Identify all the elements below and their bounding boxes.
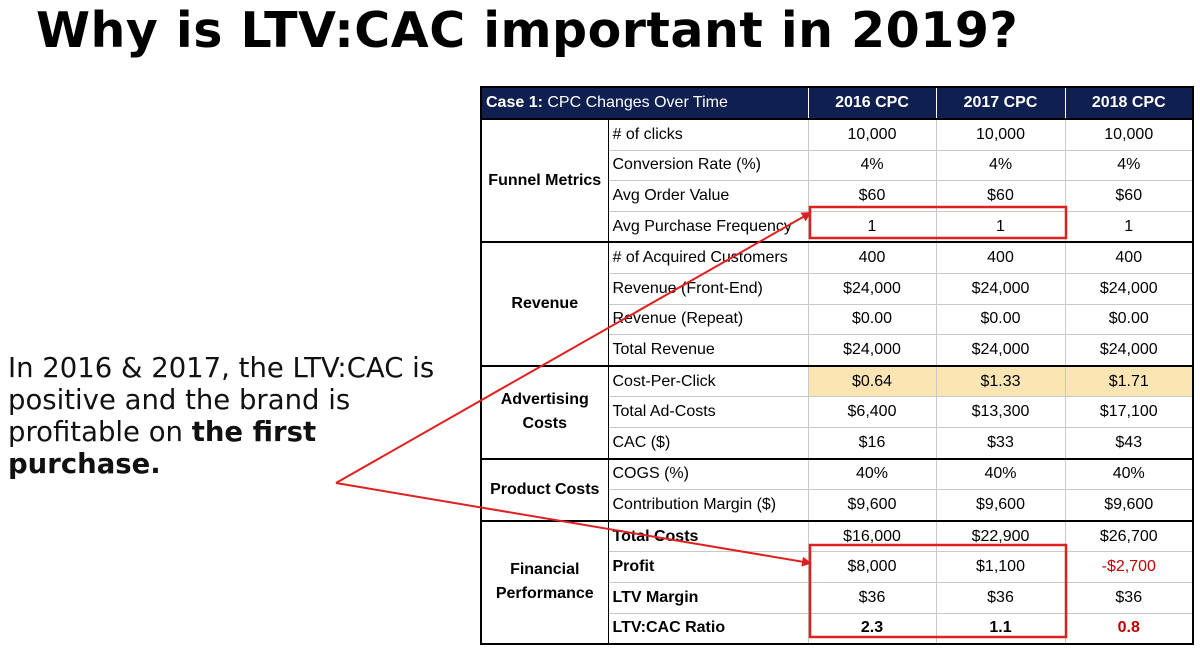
side-note-emphasis: the first purchase. <box>8 416 317 480</box>
value-cell: $0.00 <box>807 303 937 336</box>
table-row: Revenue # of Acquired Customers 400 400 400 <box>480 241 1194 367</box>
cpc-comparison-table: Case 1: CPC Changes Over Time 2016 CPC 2… <box>480 86 1194 646</box>
value-cell: $0.00 <box>1064 303 1194 336</box>
value-cell: $43 <box>1064 426 1194 460</box>
value-cell: $24,000 <box>1064 334 1194 367</box>
value-cell: $22,900 <box>935 519 1066 553</box>
side-note: In 2016 & 2017, the LTV:CAC is positive … <box>8 352 458 480</box>
value-cell: $24,000 <box>807 272 937 305</box>
metric-label: Avg Order Value <box>607 180 809 212</box>
table-row: Avg Order Value $60 $60 $60 <box>481 180 1194 212</box>
value-cell: 1.1 <box>935 612 1066 645</box>
value-cell: 400 <box>935 241 1066 274</box>
value-cell: $8,000 <box>807 551 937 583</box>
value-cell: $9,600 <box>935 489 1066 522</box>
metric-label: Cost-Per-Click <box>607 364 809 398</box>
value-cell: $24,000 <box>807 334 937 367</box>
metric-label: Total Ad-Costs <box>607 396 809 428</box>
case-label: Case 1: <box>486 94 543 111</box>
section-label: Funnel Metrics <box>480 117 609 243</box>
table-row: Funnel Metrics # of clicks 10,000 10,000 10,… <box>480 117 1194 243</box>
table-row: Advertising Costs Cost-Per-Click $0.64 $1.3… <box>480 364 1194 460</box>
value-cell: $6,400 <box>807 396 937 428</box>
table-body: Funnel Metrics # of clicks 10,000 10,000 10,… <box>480 117 1194 645</box>
value-cell: 1 <box>807 210 937 243</box>
value-cell: 2.3 <box>807 612 937 645</box>
value-cell: $1.33 <box>935 364 1066 398</box>
metric-label: Contribution Margin ($) <box>607 489 809 522</box>
value-cell: 1 <box>935 210 1066 243</box>
section-label: Revenue <box>480 241 609 367</box>
metric-label: Avg Purchase Frequency <box>607 210 809 243</box>
value-cell: -$2,700 <box>1064 551 1194 583</box>
metric-label: Revenue (Front-End) <box>607 272 809 305</box>
value-cell: 10,000 <box>807 117 937 151</box>
value-cell: $0.00 <box>935 303 1066 336</box>
value-cell: 10,000 <box>1064 117 1194 151</box>
section-label: Advertising Costs <box>480 364 609 460</box>
value-cell: 0.8 <box>1064 612 1194 645</box>
value-cell: $60 <box>807 180 937 212</box>
value-cell: 4% <box>935 149 1066 182</box>
value-cell: 40% <box>1064 457 1194 491</box>
metric-label: LTV:CAC Ratio <box>607 612 809 645</box>
value-cell: $24,000 <box>935 334 1066 367</box>
value-cell: $33 <box>935 426 1066 460</box>
metric-label: Total Revenue <box>607 334 809 367</box>
slide-title: Why is LTV:CAC important in 2019? <box>36 2 1019 59</box>
column-header: 2017 CPC <box>935 86 1066 120</box>
metric-label: COGS (%) <box>607 457 809 491</box>
value-cell: $9,600 <box>807 489 937 522</box>
value-cell: 40% <box>935 457 1066 491</box>
metric-label: Conversion Rate (%) <box>607 149 809 182</box>
value-cell: $9,600 <box>1064 489 1194 522</box>
value-cell: $24,000 <box>935 272 1066 305</box>
metric-label: LTV Margin <box>607 581 809 614</box>
metric-label: # of clicks <box>607 117 809 151</box>
table-row: Conversion Rate (%) 4% 4% 4% <box>481 149 1194 182</box>
section-label: Product Costs <box>480 457 609 522</box>
value-cell: 400 <box>807 241 937 274</box>
value-cell: $36 <box>1064 581 1194 614</box>
value-cell: 1 <box>1064 210 1194 243</box>
table-row: Product Costs COGS (%) 40% 40% 40% <box>480 457 1194 522</box>
metric-label: Revenue (Repeat) <box>607 303 809 336</box>
value-cell: $16,000 <box>807 519 937 553</box>
value-cell: $60 <box>935 180 1066 212</box>
column-header: 2018 CPC <box>1064 86 1194 120</box>
value-cell: 40% <box>807 457 937 491</box>
value-cell: $36 <box>935 581 1066 614</box>
value-cell: $0.64 <box>807 364 937 398</box>
value-cell: $17,100 <box>1064 396 1194 428</box>
metric-label: Total Costs <box>607 519 809 553</box>
value-cell: $1.71 <box>1064 364 1194 398</box>
metric-label: CAC ($) <box>607 426 809 460</box>
value-cell: 4% <box>1064 149 1194 182</box>
metric-label: Profit <box>607 551 809 583</box>
value-cell: $16 <box>807 426 937 460</box>
value-cell: $13,300 <box>935 396 1066 428</box>
value-cell: $36 <box>807 581 937 614</box>
value-cell: 4% <box>807 149 937 182</box>
value-cell: $24,000 <box>1064 272 1194 305</box>
table-row: Financial Performance Total Costs $16,000 $… <box>480 519 1194 645</box>
value-cell: $60 <box>1064 180 1194 212</box>
section-label: Financial Performance <box>480 519 609 645</box>
case-title: Case 1: CPC Changes Over Time <box>480 86 809 120</box>
column-header: 2016 CPC <box>807 86 937 120</box>
case-title-text: CPC Changes Over Time <box>547 94 728 111</box>
value-cell: 400 <box>1064 241 1194 274</box>
table-header-row: Case 1: CPC Changes Over Time 2016 CPC 2… <box>480 86 1194 120</box>
metric-label: # of Acquired Customers <box>607 241 809 274</box>
value-cell: $26,700 <box>1064 519 1194 553</box>
value-cell: 10,000 <box>935 117 1066 151</box>
value-cell: $1,100 <box>935 551 1066 583</box>
